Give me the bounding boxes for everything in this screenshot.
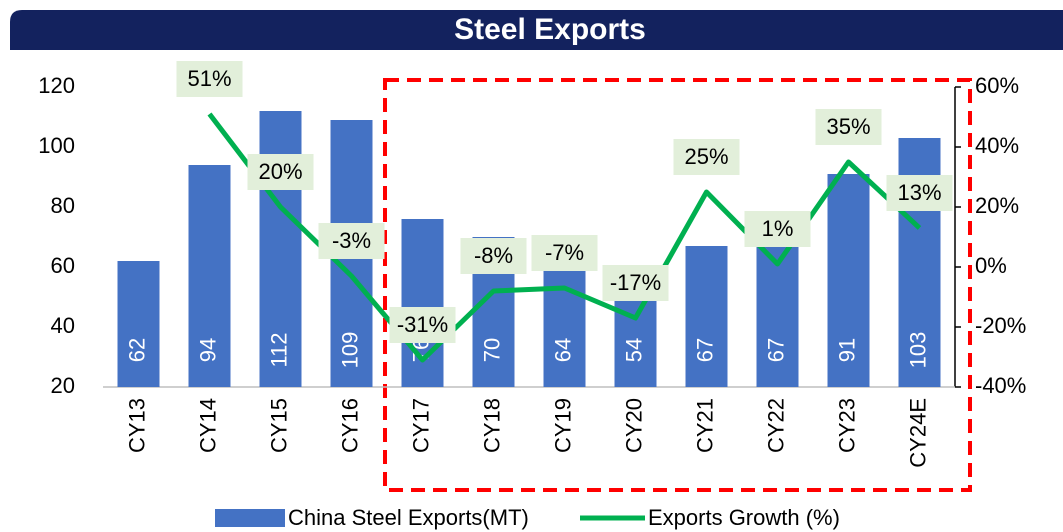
bar-value-label: 67 (763, 338, 788, 362)
label-box (318, 223, 385, 259)
x-tick-label: CY19 (550, 398, 575, 453)
highlight-box (383, 78, 972, 492)
x-tick-label: CY24E (905, 398, 930, 468)
bar-value-label: 67 (692, 338, 717, 362)
bar-value-label: 103 (905, 332, 930, 369)
title-bar (10, 10, 1063, 50)
line-value-label: 51% (187, 66, 231, 91)
label-box (815, 109, 882, 145)
line-value-label: -17% (610, 270, 661, 295)
y-tick-label: 20 (51, 373, 75, 398)
bar-value-label: 70 (479, 338, 504, 362)
chart-title: Steel Exports (454, 13, 646, 46)
y-tick-label: 40 (51, 313, 75, 338)
line-value-label: 25% (684, 144, 728, 169)
legend-swatch (215, 509, 285, 527)
label-box (460, 238, 527, 274)
label-box (744, 211, 811, 247)
bar (685, 246, 728, 387)
line-value-label: 35% (826, 114, 870, 139)
line-value-label: -7% (545, 240, 584, 265)
bar-value-label: 54 (621, 338, 646, 362)
bar-value-label: 62 (124, 338, 149, 362)
x-tick-label: CY16 (337, 398, 362, 453)
y2-tick-label: 40% (975, 133, 1019, 158)
x-tick-label: CY13 (124, 398, 149, 453)
bar-value-label: 112 (266, 332, 291, 367)
y2-tick-label: -40% (975, 373, 1026, 398)
line-value-label: 20% (258, 159, 302, 184)
label-box (886, 175, 953, 211)
bar-value-label: 94 (195, 338, 220, 362)
label-box (389, 307, 456, 343)
label-box (673, 139, 740, 175)
bar (117, 261, 160, 387)
bar-value-label: 91 (834, 338, 859, 362)
bar (188, 165, 231, 387)
bar (543, 255, 586, 387)
y-tick-label: 80 (51, 193, 75, 218)
legend-label: Exports Growth (%) (648, 505, 840, 530)
x-tick-label: CY14 (195, 398, 220, 453)
y2-tick-label: -20% (975, 313, 1026, 338)
label-box (602, 265, 669, 301)
y-tick-label: 120 (38, 73, 75, 98)
y2-tick-label: 0% (975, 253, 1007, 278)
bar (756, 246, 799, 387)
y-tick-label: 100 (38, 133, 75, 158)
y-tick-label: 60 (51, 253, 75, 278)
label-box (247, 154, 314, 190)
x-tick-label: CY20 (621, 398, 646, 453)
bar-value-label: 109 (337, 332, 362, 369)
x-tick-label: CY22 (763, 398, 788, 453)
x-tick-label: CY18 (479, 398, 504, 453)
label-box (176, 61, 243, 97)
line-value-label: -31% (397, 312, 448, 337)
line-value-label: 13% (897, 180, 941, 205)
y2-tick-label: 60% (975, 73, 1019, 98)
legend-label: China Steel Exports(MT) (288, 505, 529, 530)
line-value-label: -3% (332, 228, 371, 253)
x-tick-label: CY17 (408, 398, 433, 453)
x-tick-label: CY15 (266, 398, 291, 453)
bar (827, 174, 870, 387)
bar (614, 285, 657, 387)
y2-tick-label: 20% (975, 193, 1019, 218)
line-value-label: 1% (762, 216, 794, 241)
x-tick-label: CY23 (834, 398, 859, 453)
x-tick-label: CY21 (692, 398, 717, 453)
bar-value-label: 64 (550, 338, 575, 362)
label-box (531, 235, 598, 271)
line-value-label: -8% (474, 243, 513, 268)
